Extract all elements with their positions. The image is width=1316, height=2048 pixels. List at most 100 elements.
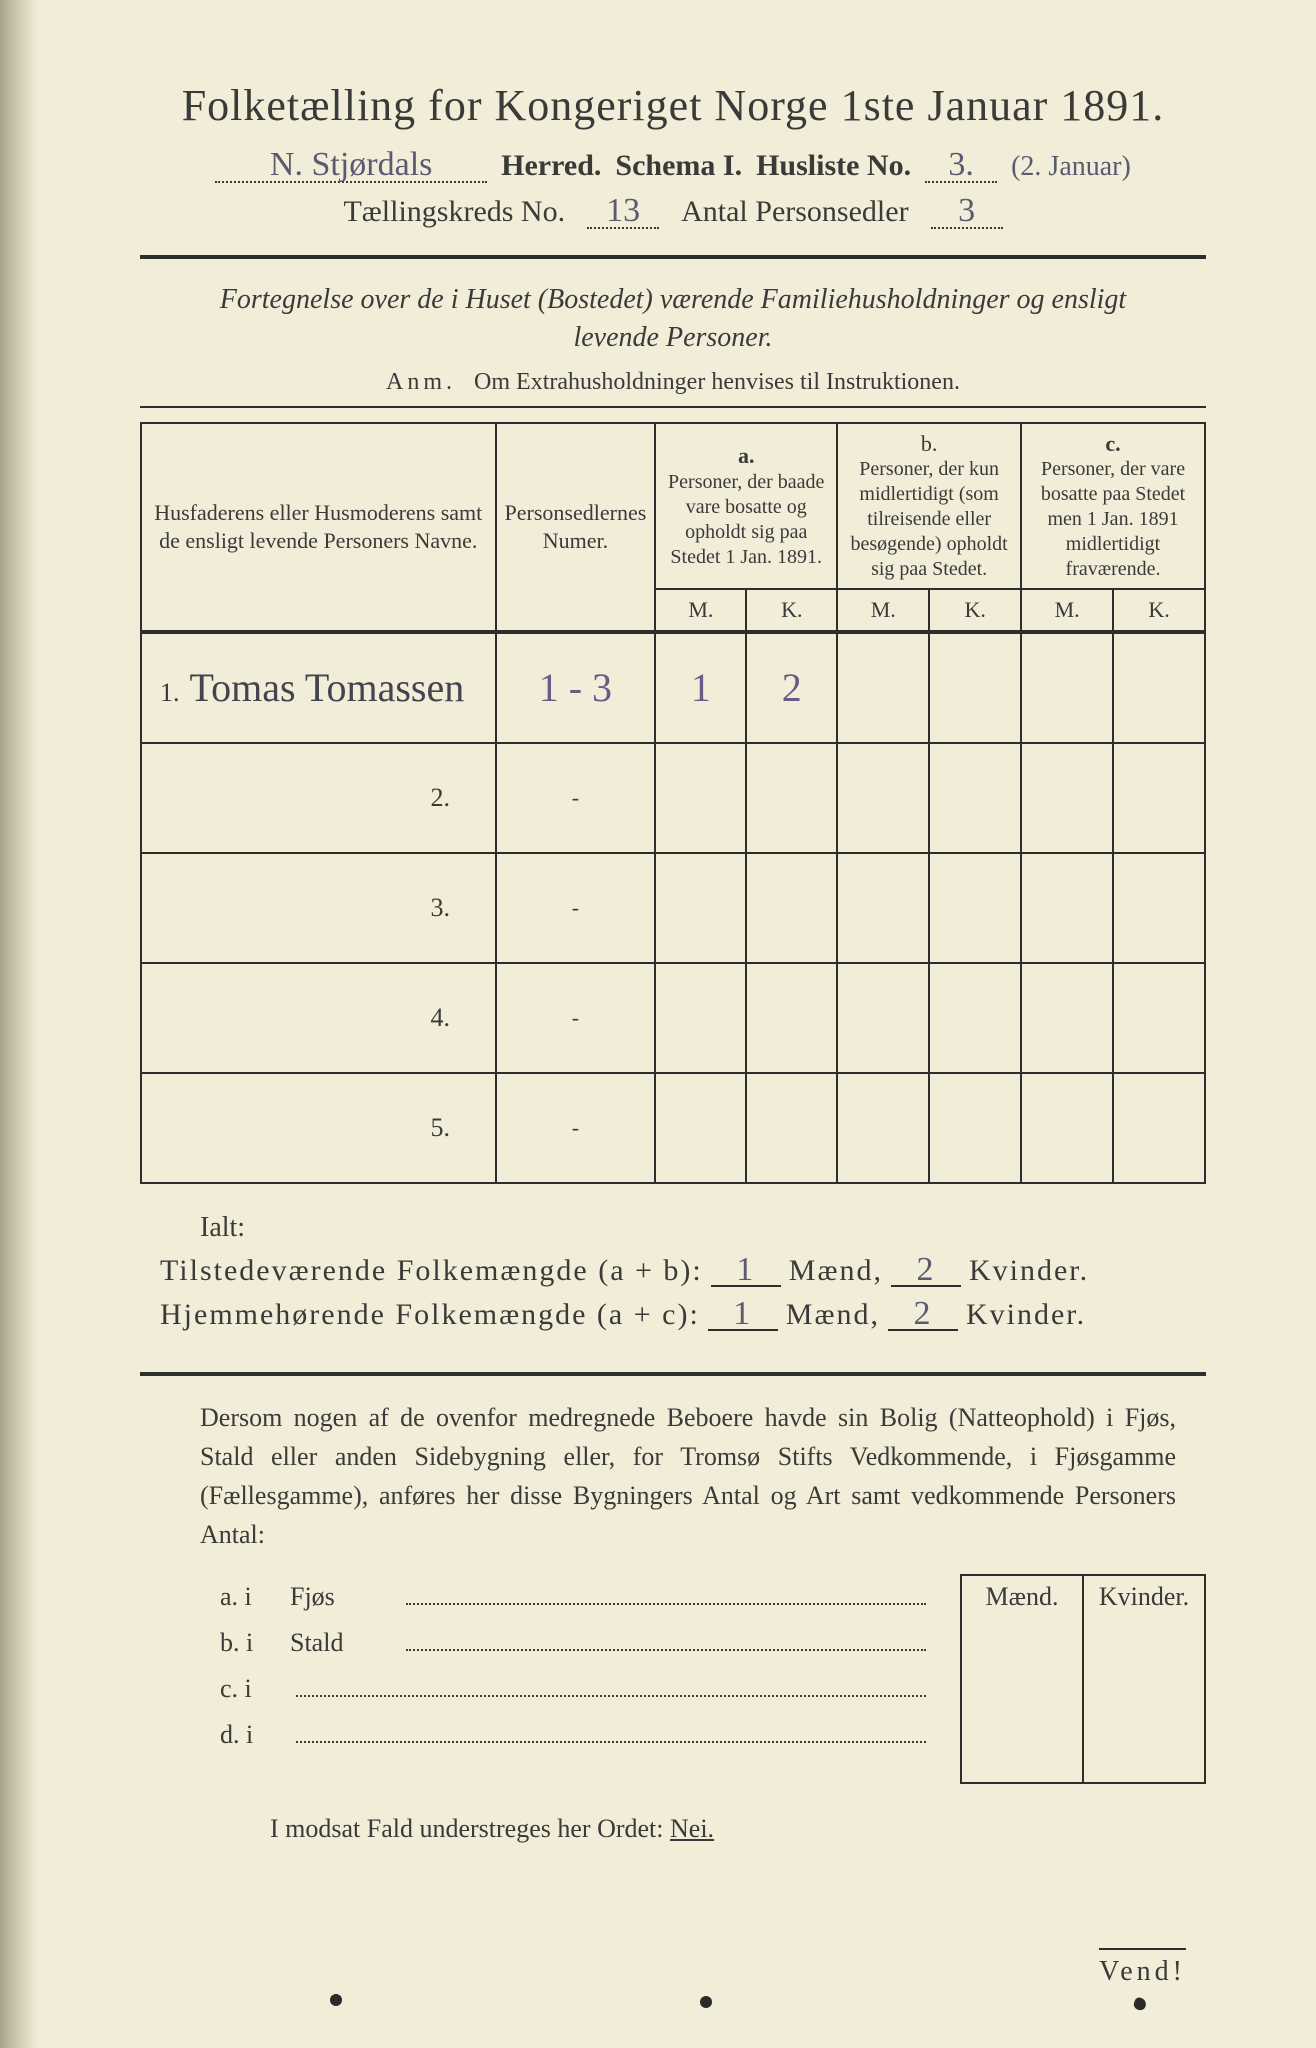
- row-3-name: 3.: [141, 853, 496, 963]
- col-c-M: M.: [1021, 589, 1113, 632]
- ink-spot-icon: [700, 1996, 712, 2008]
- list-row-a: a. i Fjøs: [220, 1582, 960, 1612]
- row-1-idx: 1.: [160, 678, 180, 707]
- col-a-M: M.: [655, 589, 746, 632]
- rule-1: [140, 255, 1206, 259]
- main-table: Husfaderens eller Husmoderens samt de en…: [140, 422, 1206, 1184]
- herred-name-handwritten: N. Stjørdals: [215, 150, 487, 183]
- kreds-no-handwritten: 13: [587, 196, 659, 229]
- row-1-aM: 1: [655, 632, 746, 743]
- col-a-K: K.: [746, 589, 837, 632]
- ink-spot-icon: [330, 1994, 342, 2006]
- header-line-2: N. Stjørdals Herred. Schema I. Husliste …: [140, 149, 1206, 183]
- col-b-M: M.: [837, 589, 929, 632]
- col-c-top: c.: [1030, 430, 1196, 458]
- col-name-header-text: Husfaderens eller Husmoderens samt de en…: [150, 499, 487, 554]
- row-3-bM: [837, 853, 929, 963]
- row-3-cK: [1113, 853, 1205, 963]
- dots-icon: [406, 1582, 926, 1605]
- row-4-name: 4.: [141, 963, 496, 1073]
- list-row-c: c. i: [220, 1674, 960, 1704]
- herred-label: Herred.: [501, 149, 601, 183]
- maend-label-1: Mænd,: [789, 1254, 883, 1288]
- col-c-K: K.: [1113, 589, 1205, 632]
- row-5-aK: [746, 1073, 837, 1183]
- total-home-M: 1: [708, 1299, 778, 1332]
- row-4-num: -: [496, 963, 656, 1073]
- anm-text: Om Extrahusholdninger henvises til Instr…: [474, 369, 960, 395]
- list-a-word: Fjøs: [290, 1582, 400, 1612]
- table-row: 4. -: [141, 963, 1205, 1073]
- col-b-header: b. Personer, der kun midlertidigt (som t…: [837, 423, 1021, 590]
- row-3-aK: [746, 853, 837, 963]
- total-present-K: 2: [891, 1255, 961, 1288]
- kreds-label: Tællingskreds No.: [343, 195, 565, 229]
- row-3-cM: [1021, 853, 1113, 963]
- row-5-aM: [655, 1073, 746, 1183]
- row-2-bK: [929, 743, 1021, 853]
- list-b-word: Stald: [290, 1628, 400, 1658]
- subtitle: Fortegnelse over de i Huset (Bostedet) v…: [180, 281, 1166, 357]
- schema-label: Schema I.: [615, 149, 742, 183]
- kvinder-label-2: Kvinder.: [966, 1298, 1086, 1332]
- row-2-aM: [655, 743, 746, 853]
- mk-kvinder-header: Kvinder.: [1084, 1576, 1206, 1782]
- header-line-3: Tællingskreds No. 13 Antal Personsedler …: [140, 195, 1206, 229]
- total-home-label: Hjemmehørende Folkemængde (a + c):: [160, 1298, 700, 1332]
- dots-icon: [296, 1720, 926, 1743]
- col-a-header: a. Personer, der baade vare bosatte og o…: [655, 423, 837, 590]
- mk-maend-header: Mænd.: [962, 1576, 1084, 1782]
- total-home-line: Hjemmehørende Folkemængde (a + c): 1 Mæn…: [160, 1298, 1206, 1332]
- husliste-label: Husliste No.: [756, 149, 911, 183]
- row-4-aK: [746, 963, 837, 1073]
- row-4-bK: [929, 963, 1021, 1073]
- col-b-top: b.: [846, 430, 1012, 458]
- col-num-header: Personsedlernes Numer.: [496, 423, 656, 632]
- maend-label-2: Mænd,: [786, 1298, 880, 1332]
- row-3-idx: 3.: [431, 893, 455, 923]
- row-2-aK: [746, 743, 837, 853]
- row-2-cM: [1021, 743, 1113, 853]
- list-a-label: a. i: [220, 1582, 290, 1612]
- anm-label: Anm.: [386, 369, 456, 395]
- antal-label: Antal Personsedler: [681, 195, 908, 229]
- husliste-note-handwritten: (2. Januar): [1011, 151, 1131, 183]
- row-5-cK: [1113, 1073, 1205, 1183]
- rule-2: [140, 406, 1206, 408]
- binding-shadow: [0, 0, 38, 2048]
- col-name-header: Husfaderens eller Husmoderens samt de en…: [141, 423, 496, 632]
- total-present-M: 1: [711, 1255, 781, 1288]
- total-present-label: Tilstedeværende Folkemængde (a + b):: [160, 1254, 703, 1288]
- ink-spot-icon: [1132, 1996, 1147, 2011]
- list-row-d: d. i: [220, 1720, 960, 1750]
- row-1-bM: [837, 632, 929, 743]
- col-c-text: Personer, der vare bosatte paa Stedet me…: [1030, 457, 1196, 582]
- row-2-idx: 2.: [431, 783, 455, 813]
- row-1-cM: [1021, 632, 1113, 743]
- rule-3: [140, 1372, 1206, 1376]
- total-home-K: 2: [888, 1299, 958, 1332]
- maend-kvinder-box: Mænd. Kvinder.: [960, 1574, 1206, 1784]
- list-d-label: d. i: [220, 1720, 290, 1750]
- row-3-num: -: [496, 853, 656, 963]
- row-4-bM: [837, 963, 929, 1073]
- row-3-bK: [929, 853, 1021, 963]
- table-row: 1.Tomas Tomassen 1 - 3 1 2: [141, 632, 1205, 743]
- row-4-idx: 4.: [431, 1003, 455, 1033]
- husliste-no-handwritten: 3.: [925, 150, 997, 183]
- anm-line: Anm. Om Extrahusholdninger henvises til …: [140, 369, 1206, 396]
- row-2-num: -: [496, 743, 656, 853]
- census-form-page: Folketælling for Kongeriget Norge 1ste J…: [0, 0, 1316, 2048]
- table-row: 3. -: [141, 853, 1205, 963]
- col-c-header: c. Personer, der vare bosatte paa Stedet…: [1021, 423, 1205, 590]
- row-5-name: 5.: [141, 1073, 496, 1183]
- row-5-bM: [837, 1073, 929, 1183]
- side-building-paragraph: Dersom nogen af de ovenfor medregnede Be…: [200, 1398, 1176, 1554]
- row-4-cM: [1021, 963, 1113, 1073]
- col-a-top: a.: [664, 442, 828, 470]
- row-5-bK: [929, 1073, 1021, 1183]
- row-1-name: 1.Tomas Tomassen: [141, 632, 496, 743]
- list-c-label: c. i: [220, 1674, 290, 1704]
- row-5-cM: [1021, 1073, 1113, 1183]
- row-4-aM: [655, 963, 746, 1073]
